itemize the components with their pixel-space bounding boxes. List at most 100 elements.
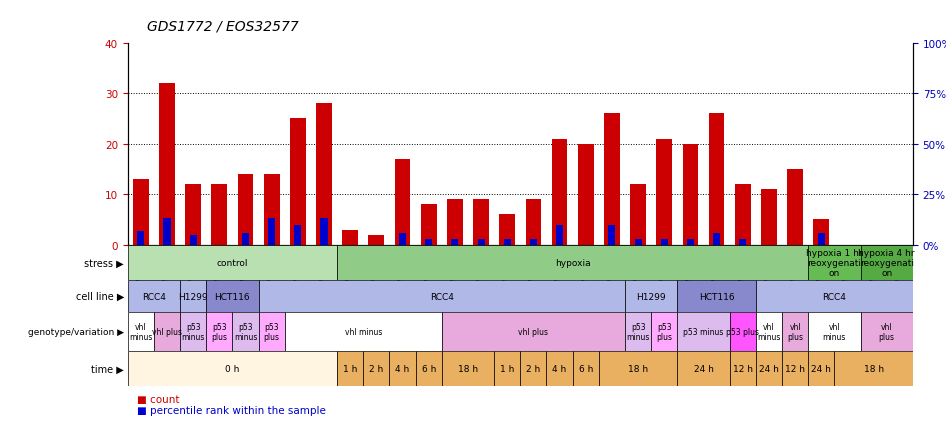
Bar	[180, 312, 206, 351]
Bar	[321, 219, 327, 245]
Bar	[814, 220, 829, 245]
Text: p53
plus: p53 plus	[211, 322, 227, 341]
Bar	[762, 190, 777, 245]
Bar	[394, 159, 411, 245]
Text: p53 plus: p53 plus	[727, 327, 760, 336]
Bar	[237, 174, 254, 245]
Text: hypoxia: hypoxia	[555, 259, 590, 267]
Text: 12 h: 12 h	[785, 364, 805, 373]
Text: stress ▶: stress ▶	[84, 258, 124, 268]
Text: p53
plus: p53 plus	[657, 322, 673, 341]
Text: 0 h: 0 h	[225, 364, 239, 373]
Text: p53
minus: p53 minus	[626, 322, 650, 341]
Bar	[630, 185, 646, 245]
Bar	[552, 139, 568, 245]
Text: 24 h: 24 h	[759, 364, 779, 373]
Bar	[530, 239, 537, 245]
Bar	[756, 281, 913, 312]
Bar	[447, 200, 463, 245]
Bar	[268, 219, 275, 245]
Bar	[399, 233, 406, 245]
Bar	[128, 245, 337, 281]
Bar	[337, 351, 363, 386]
Bar	[206, 281, 258, 312]
Text: cell line ▶: cell line ▶	[76, 292, 124, 301]
Text: RCC4: RCC4	[142, 292, 166, 301]
Text: hypoxia 1 hr
reoxygenati
on: hypoxia 1 hr reoxygenati on	[806, 249, 863, 277]
Bar	[520, 351, 547, 386]
Bar	[233, 312, 258, 351]
Bar	[861, 245, 913, 281]
Text: vhl plus: vhl plus	[152, 327, 182, 336]
Bar	[608, 225, 616, 245]
Text: 6 h: 6 h	[579, 364, 593, 373]
Bar	[128, 351, 337, 386]
Bar	[185, 185, 201, 245]
Bar	[369, 235, 384, 245]
Text: 4 h: 4 h	[552, 364, 567, 373]
Bar	[787, 170, 803, 245]
Bar	[526, 200, 541, 245]
Bar	[337, 245, 808, 281]
Bar	[808, 312, 861, 351]
Bar	[442, 312, 625, 351]
Text: ■ count: ■ count	[137, 394, 180, 404]
Bar	[687, 239, 694, 245]
Text: RCC4: RCC4	[429, 292, 454, 301]
Bar	[258, 281, 625, 312]
Bar	[242, 233, 249, 245]
Text: RCC4: RCC4	[822, 292, 847, 301]
Bar	[189, 235, 197, 245]
Text: H1299: H1299	[637, 292, 666, 301]
Bar	[729, 312, 756, 351]
Bar	[154, 312, 180, 351]
Text: 18 h: 18 h	[628, 364, 648, 373]
Bar	[657, 139, 672, 245]
Bar	[808, 351, 834, 386]
Bar	[290, 119, 306, 245]
Text: vhl plus: vhl plus	[518, 327, 549, 336]
Bar	[128, 281, 180, 312]
Bar	[713, 233, 720, 245]
Bar	[604, 114, 620, 245]
Text: vhl
plus: vhl plus	[787, 322, 803, 341]
Bar	[180, 281, 206, 312]
Text: control: control	[217, 259, 248, 267]
Bar	[503, 239, 511, 245]
Bar	[499, 215, 515, 245]
Bar	[677, 312, 729, 351]
Bar	[625, 312, 651, 351]
Text: 24 h: 24 h	[693, 364, 713, 373]
Bar	[294, 225, 302, 245]
Bar	[677, 351, 729, 386]
Bar	[625, 281, 677, 312]
Bar	[451, 239, 459, 245]
Text: 1 h: 1 h	[500, 364, 515, 373]
Text: time ▶: time ▶	[91, 364, 124, 373]
Bar	[729, 351, 756, 386]
Bar	[425, 239, 432, 245]
Text: H1299: H1299	[179, 292, 208, 301]
Text: 18 h: 18 h	[458, 364, 478, 373]
Bar	[415, 351, 442, 386]
Bar	[547, 351, 572, 386]
Text: vhl
minus: vhl minus	[823, 322, 846, 341]
Text: hypoxia 4 hr
reoxygenati
on: hypoxia 4 hr reoxygenati on	[858, 249, 915, 277]
Bar	[817, 233, 825, 245]
Bar	[635, 239, 641, 245]
Bar	[834, 351, 913, 386]
Text: 4 h: 4 h	[395, 364, 410, 373]
Text: ■ percentile rank within the sample: ■ percentile rank within the sample	[137, 405, 326, 414]
Text: 2 h: 2 h	[526, 364, 540, 373]
Text: p53
plus: p53 plus	[264, 322, 280, 341]
Bar	[660, 239, 668, 245]
Bar	[363, 351, 390, 386]
Text: vhl
minus: vhl minus	[757, 322, 780, 341]
Bar	[206, 312, 233, 351]
Bar	[739, 239, 746, 245]
Text: vhl
plus: vhl plus	[879, 322, 895, 341]
Bar	[342, 230, 358, 245]
Bar	[756, 312, 782, 351]
Text: GDS1772 / EOS32577: GDS1772 / EOS32577	[147, 20, 298, 33]
Bar	[735, 185, 750, 245]
